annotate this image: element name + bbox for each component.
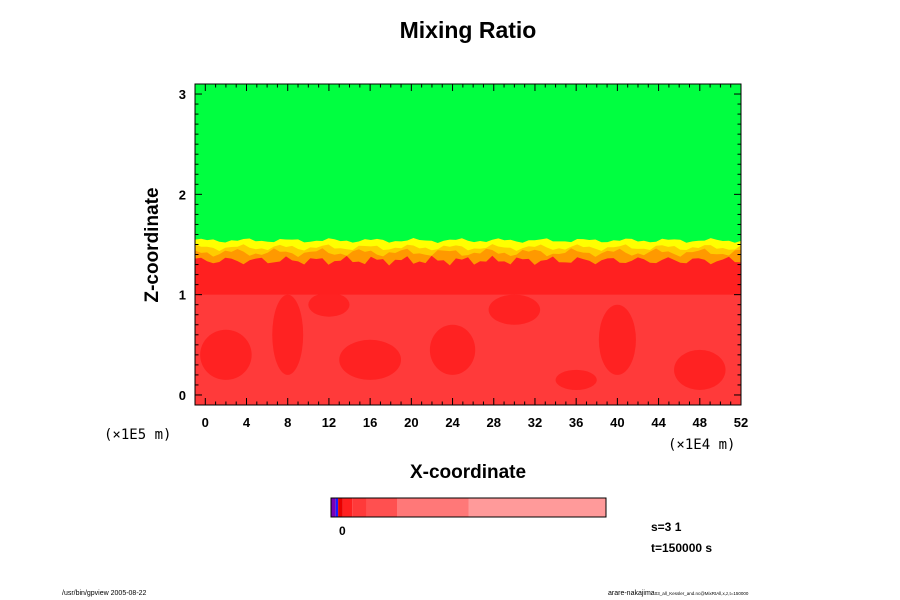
colorbar-frame	[330, 497, 607, 518]
colorbar-zero-label: 0	[339, 524, 346, 538]
y-tick-label: 1	[179, 288, 186, 303]
upper-field	[195, 84, 741, 270]
x-axis-title: X-coordinate	[410, 462, 526, 483]
x-tick-label: 16	[363, 415, 377, 430]
lower-swirl	[200, 329, 252, 380]
y-scale-label: (×1E5 m)	[104, 427, 171, 443]
y-tick-labels: 0 1 2 3	[179, 87, 186, 403]
plot-area	[195, 84, 741, 405]
colorbar-segment	[352, 498, 367, 517]
x-tick-label: 28	[487, 415, 501, 430]
lower-swirl	[555, 369, 597, 390]
lower-swirl	[429, 324, 476, 375]
x-tick-label: 40	[610, 415, 624, 430]
axis-ticks	[195, 84, 742, 405]
colorbar-segment	[335, 498, 339, 517]
y-tick-label: 3	[179, 87, 186, 102]
footer-left: /usr/bin/gpview 2005-08-22	[62, 590, 147, 597]
footer-right: arare-nakajima03_all_Kessler_and.nc@MixR…	[608, 590, 749, 597]
info-line-1: s=3 1	[651, 520, 682, 534]
y-tick-label: 0	[179, 388, 186, 403]
lower-swirl	[598, 304, 636, 375]
y-axis-title: Z-coordinate	[142, 187, 163, 302]
x-tick-label: 36	[569, 415, 583, 430]
colorbar-segment	[397, 498, 469, 517]
lower-swirl	[339, 339, 402, 380]
info-line-2: t=150000 s	[651, 541, 712, 555]
colorbar	[330, 497, 607, 518]
x-tick-label: 48	[693, 415, 707, 430]
x-scale-label: (×1E4 m)	[668, 437, 735, 453]
colorbar-segment	[331, 498, 336, 517]
lower-swirl	[488, 294, 541, 325]
x-tick-label: 8	[284, 415, 291, 430]
x-tick-label: 52	[734, 415, 748, 430]
lower-swirl	[272, 294, 304, 375]
x-tick-label: 24	[445, 415, 460, 430]
x-tick-label: 20	[404, 415, 418, 430]
colorbar-segment	[366, 498, 398, 517]
colorbar-segment	[342, 498, 353, 517]
x-tick-label: 32	[528, 415, 542, 430]
y-tick-label: 2	[179, 187, 186, 202]
chart-title: Mixing Ratio	[400, 17, 537, 43]
colorbar-segment	[468, 498, 606, 517]
x-tick-label: 44	[651, 415, 666, 430]
x-tick-label: 4	[243, 415, 251, 430]
x-tick-labels: 0 4 8 12 16 20 24 28 32 36 40 44 48 52	[202, 415, 749, 430]
lower-swirl	[308, 292, 350, 317]
lower-swirl	[674, 349, 726, 390]
x-tick-label: 12	[322, 415, 336, 430]
footer-right-main: arare-nakajima	[608, 590, 655, 597]
x-tick-label: 0	[202, 415, 209, 430]
colorbar-segment	[338, 498, 343, 517]
footer-right-small: 03_all_Kessler_and.nc@MixRtAll,x,z,t=150…	[655, 591, 749, 596]
